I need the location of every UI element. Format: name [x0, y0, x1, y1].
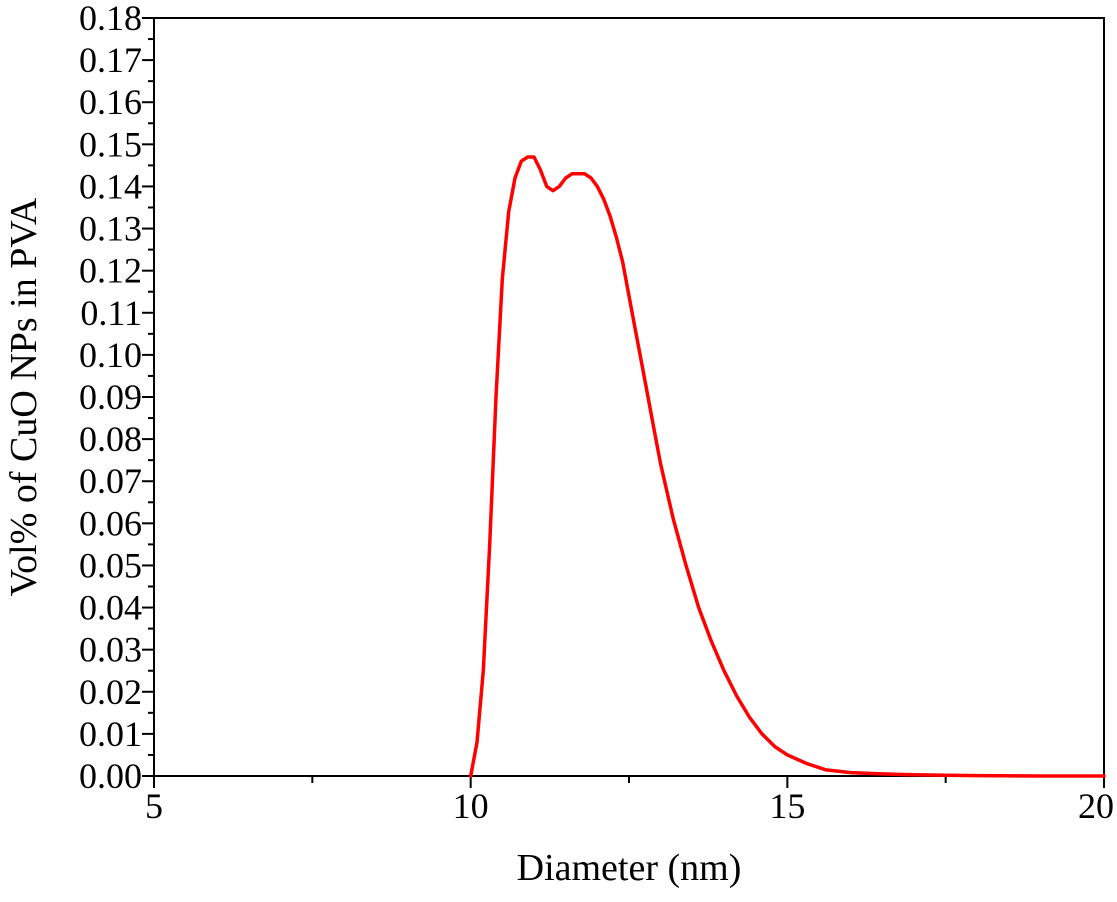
x-tick-label: 20: [1078, 786, 1114, 826]
y-tick-label: 0.02: [79, 672, 142, 712]
x-tick-label: 10: [453, 786, 489, 826]
y-axis-ticks: 0.000.010.020.030.040.050.060.070.080.09…: [79, 0, 154, 796]
y-tick-label: 0.00: [79, 756, 142, 796]
y-tick-label: 0.11: [80, 293, 142, 333]
y-tick-label: 0.01: [79, 714, 142, 754]
y-tick-label: 0.18: [79, 0, 142, 38]
y-tick-label: 0.06: [79, 503, 142, 543]
y-tick-label: 0.14: [79, 166, 142, 206]
series-layer: [468, 155, 1106, 778]
x-tick-label: 5: [145, 786, 163, 826]
y-tick-label: 0.13: [79, 209, 142, 249]
y-tick-label: 0.15: [79, 124, 142, 164]
y-tick-label: 0.12: [79, 251, 142, 291]
y-tick-label: 0.04: [79, 588, 142, 628]
x-axis-title: Diameter (nm): [517, 847, 742, 889]
x-axis-ticks: 5 10 15 20: [145, 776, 1114, 826]
y-tick-label: 0.17: [79, 40, 142, 80]
y-tick-label: 0.16: [79, 82, 142, 122]
plot-area: [153, 17, 1105, 777]
x-tick-label: 15: [769, 786, 805, 826]
y-tick-label: 0.09: [79, 377, 142, 417]
y-axis-title: Vol% of CuO NPs in PVA: [3, 197, 45, 596]
y-tick-label: 0.10: [79, 335, 142, 375]
series-line: [468, 155, 1106, 778]
y-tick-label: 0.05: [79, 545, 142, 585]
y-tick-label: 0.03: [79, 630, 142, 670]
y-tick-label: 0.07: [79, 461, 142, 501]
y-tick-label: 0.08: [79, 419, 142, 459]
